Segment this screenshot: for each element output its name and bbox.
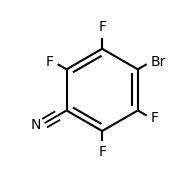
Text: F: F (150, 111, 158, 125)
Text: F: F (98, 20, 106, 34)
Text: N: N (31, 118, 41, 132)
Text: F: F (98, 145, 106, 159)
Text: F: F (46, 55, 54, 69)
Text: Br: Br (150, 55, 166, 69)
